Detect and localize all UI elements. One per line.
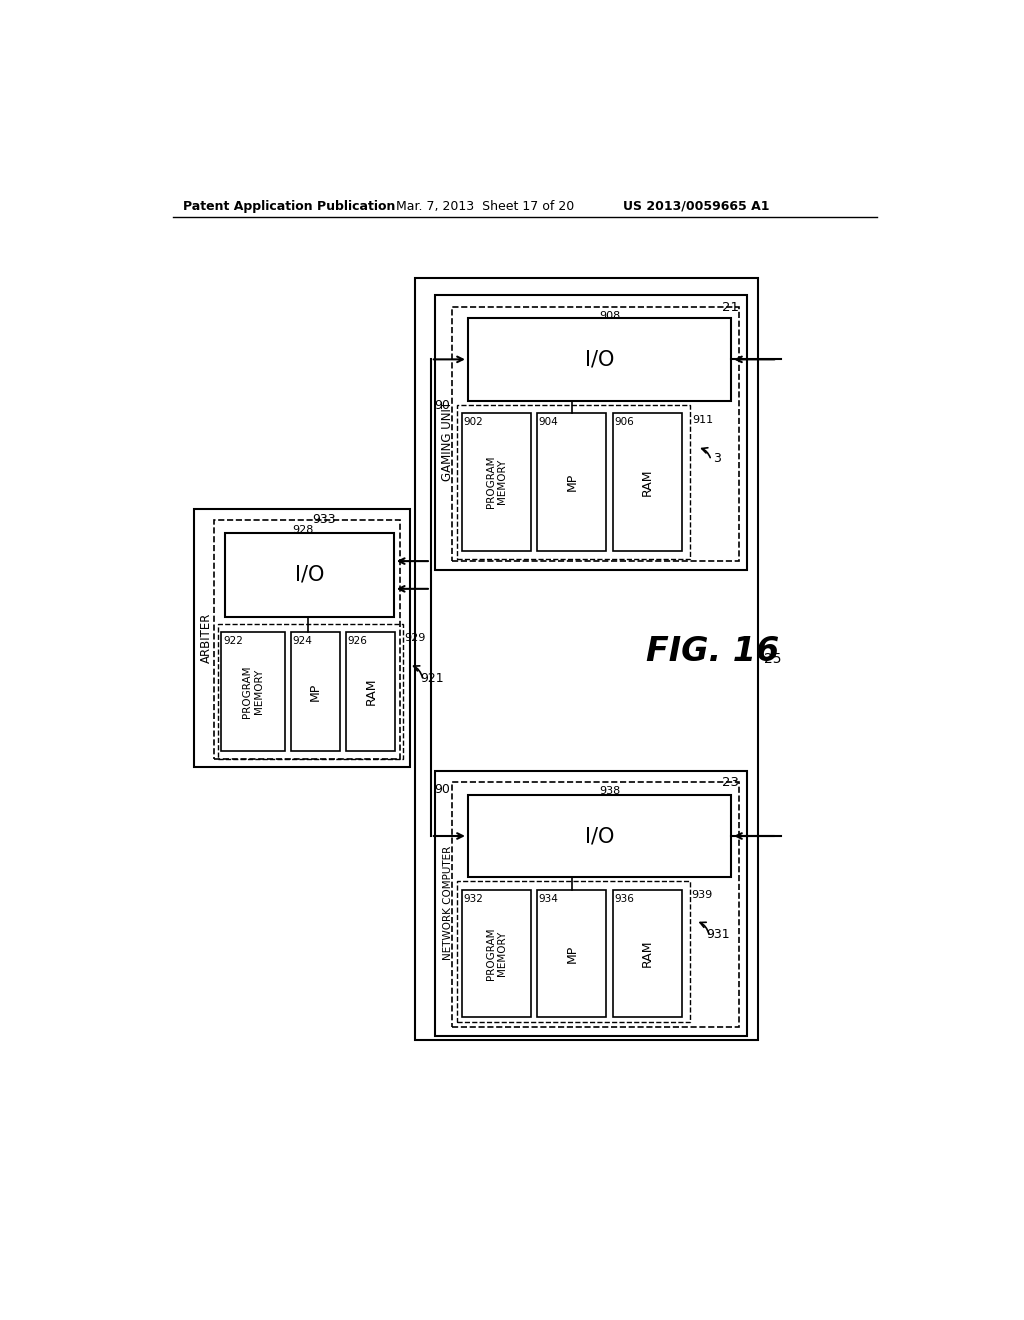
- Text: 932: 932: [463, 894, 483, 904]
- Bar: [416, 277, 758, 1040]
- Text: 3: 3: [713, 453, 721, 465]
- Bar: [468, 795, 731, 876]
- Text: MP: MP: [309, 682, 322, 701]
- Text: 926: 926: [348, 636, 368, 647]
- Text: I/O: I/O: [585, 350, 614, 370]
- Bar: [462, 890, 531, 1016]
- Text: ARBITER: ARBITER: [201, 612, 213, 663]
- Text: MP: MP: [565, 473, 579, 491]
- Text: 90: 90: [435, 783, 451, 796]
- Text: 21: 21: [722, 301, 739, 314]
- Text: I/O: I/O: [295, 565, 325, 585]
- Bar: [214, 520, 400, 759]
- Text: RAM: RAM: [365, 678, 377, 705]
- Text: 934: 934: [539, 894, 558, 904]
- Bar: [468, 318, 731, 401]
- Bar: [538, 413, 606, 552]
- Text: PROGRAM
MEMORY: PROGRAM MEMORY: [485, 927, 507, 979]
- Bar: [194, 508, 410, 767]
- Text: RAM: RAM: [641, 940, 653, 968]
- Bar: [538, 890, 606, 1016]
- Text: 904: 904: [539, 417, 558, 426]
- Bar: [457, 405, 689, 558]
- Text: 911: 911: [692, 416, 713, 425]
- Text: 928: 928: [292, 524, 313, 535]
- Text: US 2013/0059665 A1: US 2013/0059665 A1: [624, 199, 770, 213]
- Text: RAM: RAM: [641, 469, 653, 495]
- Text: 23: 23: [722, 776, 739, 788]
- Text: NETWORK COMPUTER: NETWORK COMPUTER: [442, 846, 453, 961]
- Text: 939: 939: [691, 890, 713, 899]
- Text: 938: 938: [599, 787, 621, 796]
- Bar: [457, 880, 689, 1022]
- Text: Patent Application Publication: Patent Application Publication: [183, 199, 395, 213]
- Text: 924: 924: [292, 636, 312, 647]
- Bar: [462, 413, 531, 552]
- Text: MP: MP: [565, 944, 579, 962]
- Bar: [225, 533, 394, 616]
- Bar: [453, 308, 739, 561]
- Text: 936: 936: [614, 894, 634, 904]
- Bar: [217, 624, 403, 759]
- Bar: [453, 781, 739, 1027]
- Text: Mar. 7, 2013  Sheet 17 of 20: Mar. 7, 2013 Sheet 17 of 20: [396, 199, 574, 213]
- Text: 929: 929: [404, 634, 426, 643]
- Bar: [346, 632, 395, 751]
- Text: 90: 90: [435, 399, 451, 412]
- Text: FIG. 16: FIG. 16: [646, 635, 779, 668]
- Text: 906: 906: [614, 417, 634, 426]
- Bar: [435, 771, 746, 1036]
- Text: PROGRAM
MEMORY: PROGRAM MEMORY: [243, 665, 264, 718]
- Bar: [291, 632, 340, 751]
- Bar: [612, 890, 682, 1016]
- Text: 931: 931: [707, 928, 730, 941]
- Bar: [612, 413, 682, 552]
- Text: 25: 25: [764, 652, 781, 665]
- Text: 902: 902: [463, 417, 483, 426]
- Text: 933: 933: [312, 513, 336, 527]
- Text: 908: 908: [599, 312, 621, 321]
- Text: I/O: I/O: [585, 826, 614, 846]
- Text: GAMING UNIT: GAMING UNIT: [441, 400, 455, 480]
- Bar: [221, 632, 285, 751]
- Bar: [435, 296, 746, 570]
- Text: PROGRAM
MEMORY: PROGRAM MEMORY: [485, 455, 507, 508]
- Text: 922: 922: [223, 636, 243, 647]
- Text: 921: 921: [420, 672, 443, 685]
